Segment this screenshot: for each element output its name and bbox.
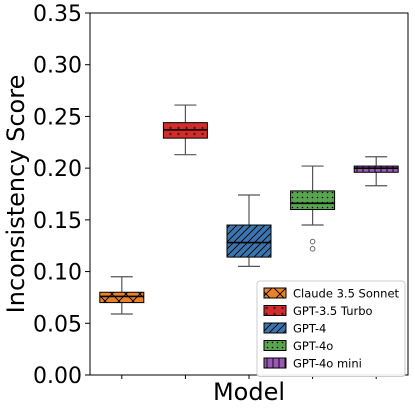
legend-item: Claude 3.5 Sonnet (263, 287, 400, 301)
y-tick-label: 0.15 (33, 209, 82, 234)
legend-swatch (263, 322, 287, 334)
plot-frame (89, 12, 409, 376)
legend-swatch (263, 305, 287, 316)
y-tick-label: 0.20 (33, 157, 82, 182)
y-tick-label: 0.25 (33, 105, 82, 130)
legend-label: GPT-4o mini (293, 357, 362, 371)
box-claude-3-5-sonnet (99, 276, 145, 315)
x-axis-title: Model (213, 378, 285, 406)
legend-frame (256, 280, 406, 377)
legend-label: GPT-3.5 Turbo (293, 304, 373, 318)
legend-item: GPT-3.5 Turbo (263, 304, 373, 318)
box-gpt-3-5-turbo (162, 104, 208, 156)
y-tick-label: 0.10 (33, 261, 82, 286)
box-body (226, 224, 272, 258)
box-body (290, 190, 336, 211)
box-series (99, 104, 399, 315)
box-gpt-4o (290, 165, 336, 252)
legend-item: GPT-4o mini (263, 357, 362, 371)
y-tick-label: 0.35 (33, 2, 82, 27)
legend: Claude 3.5 Sonnet GPT-3.5 Turbo GPT-4 GPT-4… (256, 280, 406, 377)
box-body (353, 165, 399, 173)
legend-item: GPT-4o (263, 339, 333, 353)
y-tick-label: 0.30 (33, 54, 82, 79)
legend-label: Claude 3.5 Sonnet (293, 287, 400, 301)
y-tick-label: 0.05 (33, 312, 82, 337)
y-axis-ticks: 0.00 0.05 0.10 0.15 0.20 0.25 0.30 0.35 (33, 2, 90, 389)
y-tick-label: 0.00 (33, 364, 82, 389)
legend-swatch (263, 340, 287, 351)
box-body (99, 291, 145, 304)
box-gpt-4o-mini (353, 156, 399, 187)
y-axis-title: Inconsistency Score (2, 75, 30, 314)
box-gpt-4 (226, 194, 272, 267)
legend-item: GPT-4 (263, 322, 326, 336)
legend-swatch (263, 357, 287, 369)
outlier-point (309, 246, 316, 252)
outlier-point (309, 238, 316, 245)
legend-label: GPT-4o (293, 339, 333, 353)
legend-swatch (263, 287, 287, 299)
legend-label: GPT-4 (293, 322, 326, 336)
